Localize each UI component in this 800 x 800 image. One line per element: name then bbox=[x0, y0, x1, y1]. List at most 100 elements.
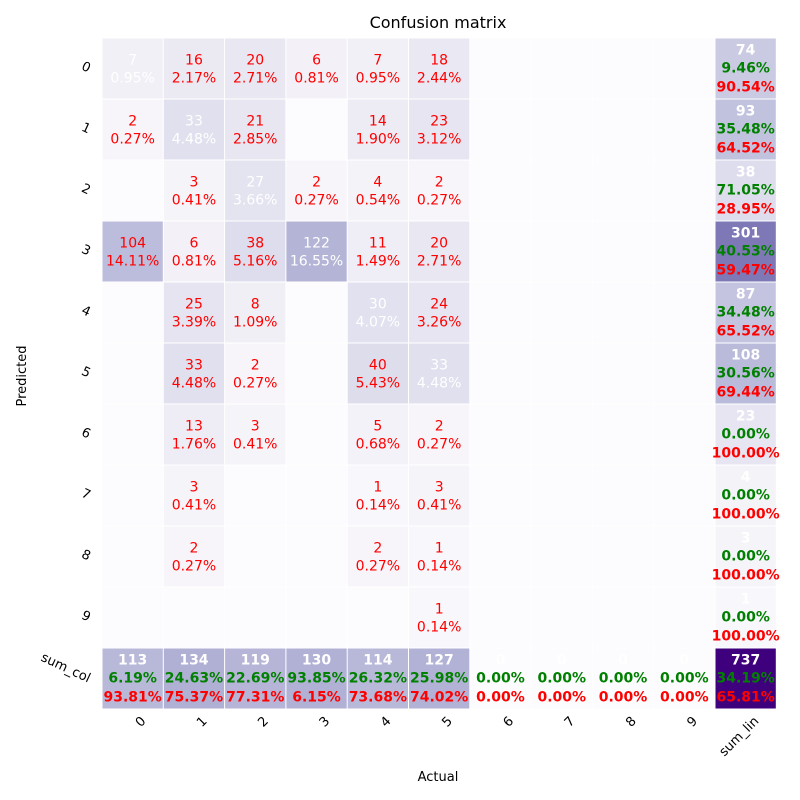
heatmap-cell-r9-c9 bbox=[653, 587, 715, 648]
row-sum-8-error-percent: 100.00% bbox=[712, 568, 780, 584]
cell-count-r6-c5: 2 bbox=[435, 419, 444, 435]
heatmap-cell-r8-c7 bbox=[531, 526, 593, 587]
heatmap-cell-r8-c4 bbox=[347, 526, 409, 587]
row-sum-4-correct-percent: 34.48% bbox=[716, 305, 774, 321]
col-sum-7-error-percent: 0.00% bbox=[537, 690, 586, 706]
row-sum-9-count: 1 bbox=[741, 592, 751, 608]
row-sum-7-count: 4 bbox=[741, 470, 751, 486]
y-tick-label-0: 0 bbox=[79, 59, 93, 76]
row-sum-0-correct-percent: 9.46% bbox=[721, 61, 770, 77]
cell-count-r4-c5: 24 bbox=[430, 297, 448, 313]
col-sum-7-correct-percent: 0.00% bbox=[537, 671, 586, 687]
heatmap-cell-r2-c6 bbox=[469, 160, 532, 221]
col-sum-3-error-percent: 6.15% bbox=[292, 690, 341, 706]
cell-percent-r0-c3: 0.81% bbox=[294, 71, 338, 87]
heatmap-cell-r9-c4 bbox=[347, 587, 409, 648]
x-tick-label-6: 6 bbox=[501, 714, 517, 730]
col-sum-9-correct-percent: 0.00% bbox=[660, 671, 709, 687]
heatmap-cell-r10-c1 bbox=[163, 648, 225, 709]
heatmap-cell-r9-c6 bbox=[469, 587, 532, 648]
row-sum-0-count: 74 bbox=[736, 43, 756, 59]
heatmap-cell-r7-c2 bbox=[224, 465, 286, 526]
cell-percent-r4-c5: 3.26% bbox=[417, 315, 461, 331]
cell-count-r5-c2: 2 bbox=[251, 358, 260, 374]
y-tick-label-10: sum_col bbox=[38, 650, 92, 686]
y-tick-label-3: 3 bbox=[79, 242, 93, 259]
cell-count-r2-c2: 27 bbox=[246, 175, 264, 191]
cell-count-r9-c5: 1 bbox=[435, 602, 444, 618]
cell-percent-r2-c4: 0.54% bbox=[356, 193, 400, 209]
cell-count-r0-c3: 6 bbox=[312, 53, 321, 69]
y-tick-label-4: 4 bbox=[79, 303, 93, 320]
row-sum-2-error-percent: 28.95% bbox=[716, 202, 774, 218]
heatmap-cell-r2-c3 bbox=[285, 160, 348, 221]
cell-percent-r7-c5: 0.41% bbox=[417, 498, 461, 514]
cell-count-r2-c5: 2 bbox=[435, 175, 444, 191]
heatmap-cell-r4-c6 bbox=[469, 282, 532, 343]
col-sum-2-correct-percent: 22.69% bbox=[226, 671, 284, 687]
heatmap-cell-r3-c8 bbox=[592, 221, 654, 282]
cell-count-r3-c1: 6 bbox=[189, 236, 198, 252]
cell-percent-r5-c4: 5.43% bbox=[356, 376, 400, 392]
heatmap-cell-r5-c5 bbox=[408, 343, 470, 404]
heatmap-cell-r3-c9 bbox=[653, 221, 715, 282]
col-sum-8-correct-percent: 0.00% bbox=[599, 671, 648, 687]
cell-percent-r6-c2: 0.41% bbox=[233, 437, 277, 453]
col-sum-0-count: 113 bbox=[118, 653, 147, 669]
heatmap-cell-r0-c3 bbox=[285, 38, 348, 99]
heatmap-cell-r7-c4 bbox=[347, 465, 409, 526]
heatmap-cell-r4-c7 bbox=[531, 282, 593, 343]
heatmap-cell-r0-c2 bbox=[224, 38, 286, 99]
cell-count-r7-c5: 3 bbox=[435, 480, 444, 496]
cell-percent-r5-c2: 0.27% bbox=[233, 376, 277, 392]
cell-count-r0-c5: 18 bbox=[430, 53, 448, 69]
cell-count-r1-c0: 2 bbox=[128, 114, 137, 130]
cell-count-r4-c1: 25 bbox=[185, 297, 203, 313]
cell-count-r3-c0: 104 bbox=[119, 236, 146, 252]
cell-count-r3-c2: 38 bbox=[246, 236, 264, 252]
cell-percent-r3-c1: 0.81% bbox=[172, 254, 216, 270]
heatmap-cell-r7-c8 bbox=[592, 465, 654, 526]
cell-count-r1-c2: 21 bbox=[246, 114, 264, 130]
x-tick-label-2: 2 bbox=[255, 714, 271, 730]
heatmap-cell-r5-c0 bbox=[102, 343, 164, 404]
heatmap-cell-r6-c10 bbox=[715, 404, 777, 465]
heatmap-cell-r9-c10 bbox=[715, 587, 777, 648]
heatmap-cell-r5-c10 bbox=[715, 343, 777, 404]
heatmap-cell-r6-c9 bbox=[653, 404, 715, 465]
heatmap-cell-r3-c10 bbox=[715, 221, 777, 282]
row-sum-2-correct-percent: 71.05% bbox=[716, 183, 774, 199]
cell-count-r7-c1: 3 bbox=[189, 480, 198, 496]
heatmap-cell-r8-c1 bbox=[163, 526, 225, 587]
cell-percent-r0-c1: 2.17% bbox=[172, 71, 216, 87]
heatmap-cell-r6-c3 bbox=[285, 404, 348, 465]
heatmap-cell-r2-c7 bbox=[531, 160, 593, 221]
heatmap-cell-r2-c10 bbox=[715, 160, 777, 221]
heatmap-cell-r8-c10 bbox=[715, 526, 777, 587]
cell-percent-r4-c2: 1.09% bbox=[233, 315, 277, 331]
heatmap-cell-r3-c0 bbox=[102, 221, 164, 282]
heatmap-cell-r5-c9 bbox=[653, 343, 715, 404]
heatmap-cell-r1-c9 bbox=[653, 99, 715, 160]
heatmap-cell-r8-c9 bbox=[653, 526, 715, 587]
row-sum-7-correct-percent: 0.00% bbox=[721, 488, 770, 504]
row-sum-6-error-percent: 100.00% bbox=[712, 446, 780, 462]
heatmap-cell-r8-c2 bbox=[224, 526, 286, 587]
cell-percent-r1-c2: 2.85% bbox=[233, 132, 277, 148]
heatmap-cell-r4-c8 bbox=[592, 282, 654, 343]
cell-percent-r8-c5: 0.14% bbox=[417, 559, 461, 575]
heatmap-cell-r5-c7 bbox=[531, 343, 593, 404]
row-sum-3-error-percent: 59.47% bbox=[716, 263, 774, 279]
cell-percent-r6-c5: 0.27% bbox=[417, 437, 461, 453]
col-sum-4-count: 114 bbox=[363, 653, 392, 669]
cell-count-r0-c4: 7 bbox=[373, 53, 382, 69]
row-sum-3-count: 301 bbox=[731, 226, 760, 242]
cell-count-r1-c4: 14 bbox=[369, 114, 387, 130]
x-tick-label-0: 0 bbox=[133, 714, 149, 730]
heatmap-cell-r6-c2 bbox=[224, 404, 286, 465]
x-tick-label-3: 3 bbox=[317, 714, 333, 730]
heatmap-cell-r4-c4 bbox=[347, 282, 409, 343]
heatmap-cell-r2-c1 bbox=[163, 160, 225, 221]
heatmap-cell-r9-c7 bbox=[531, 587, 593, 648]
